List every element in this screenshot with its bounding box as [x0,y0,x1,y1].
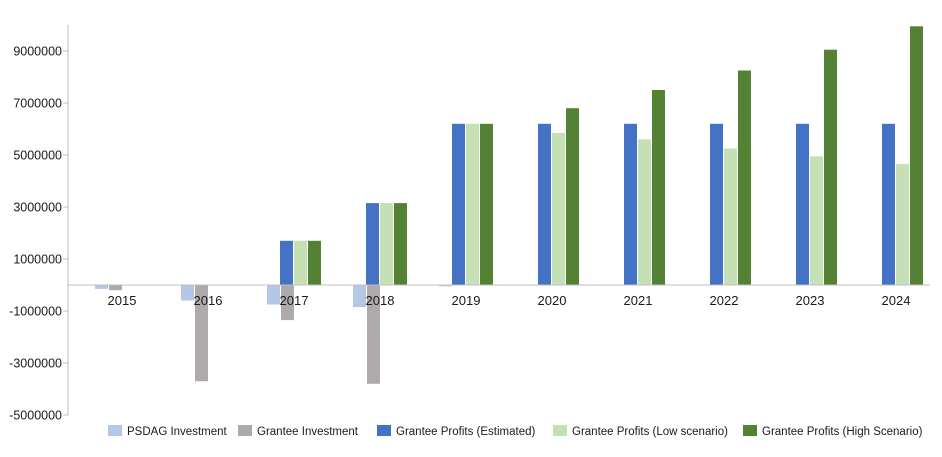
legend-swatch [238,425,252,436]
legend-label: Grantee Investment [257,426,359,438]
y-axis-ticks: 9000000 7000000 5000000 3000000 1000000 -1000… [9,45,68,423]
psdag-investment-bar [439,285,452,287]
grantee-profits-high-bar [566,108,579,285]
grantee-investment-bar [281,285,294,321]
grantee-profits-low-bar [810,156,823,285]
x-axis-labels: 2015 2016 2017 2018 2019 2020 2021 2022 2023 2024 [108,293,911,308]
bars [95,26,923,384]
grantee-profits-estimated-bar [538,123,551,285]
grantee-profits-high-bar [738,70,751,285]
grantee-profits-low-bar [380,203,393,285]
psdag-investment-bar [267,285,280,305]
legend-label: Grantee Profits (Low scenario) [572,426,728,438]
x-category-label: 2020 [538,293,567,308]
grantee-profits-estimated-bar [710,123,723,285]
y-tick-label: 3000000 [13,201,62,215]
x-category-label: 2023 [796,293,825,308]
legend-label: Grantee Profits (High Scenario) [762,426,923,438]
grantee-profits-estimated-bar [452,123,465,285]
grantee-profits-estimated-bar [366,203,379,285]
grantee-investment-bar [109,285,122,291]
grantee-profits-low-bar [294,240,307,285]
grantee-profits-high-bar [480,123,493,285]
x-category-label: 2018 [366,293,395,308]
legend-swatch [553,425,567,436]
grantee-investment-bar [195,285,208,382]
grantee-profits-low-bar [552,132,565,285]
x-category-label: 2019 [452,293,481,308]
grantee-profits-low-bar [724,148,737,285]
y-tick-label: 1000000 [13,253,62,267]
x-category-label: 2017 [280,293,309,308]
grantee-investment-bar [367,285,380,384]
grantee-profits-high-bar [308,240,321,285]
psdag-investment-bar [181,285,194,301]
y-tick-label: 9000000 [13,45,62,59]
grantee-profits-high-bar [652,90,665,285]
grantee-profits-estimated-bar [280,240,293,285]
grantee-profits-low-bar [896,164,909,285]
grantee-profits-high-bar [394,203,407,285]
grantee-profits-estimated-bar [796,123,809,285]
y-tick-label: 7000000 [13,97,62,111]
legend-label: PSDAG Investment [127,426,228,438]
y-tick-label: -1000000 [9,305,62,319]
grantee-profits-low-bar [466,123,479,285]
grantee-profits-high-bar [824,49,837,286]
grantee-profits-low-bar [638,139,651,285]
x-category-label: 2024 [882,293,911,308]
y-tick-label: -3000000 [9,357,62,371]
legend-swatch [743,425,757,436]
legend-swatch [377,425,391,436]
x-category-label: 2021 [624,293,653,308]
y-tick-label: -5000000 [9,409,62,423]
x-category-label: 2022 [710,293,739,308]
y-tick-label: 5000000 [13,149,62,163]
legend: PSDAG Investment Grantee Investment Grante… [108,425,923,438]
legend-swatch [108,425,122,436]
grantee-profits-estimated-bar [624,123,637,285]
psdag-investment-bar [353,285,366,308]
grantee-profits-estimated-bar [882,123,895,285]
x-category-label: 2016 [194,293,223,308]
grantee-profits-high-bar [910,26,923,286]
legend-label: Grantee Profits (Estimated) [396,426,535,438]
psdag-investment-bar [95,285,108,289]
x-category-label: 2015 [108,293,137,308]
